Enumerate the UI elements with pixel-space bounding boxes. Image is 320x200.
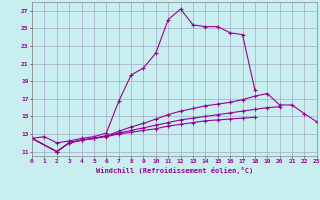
X-axis label: Windchill (Refroidissement éolien,°C): Windchill (Refroidissement éolien,°C) [96,167,253,174]
